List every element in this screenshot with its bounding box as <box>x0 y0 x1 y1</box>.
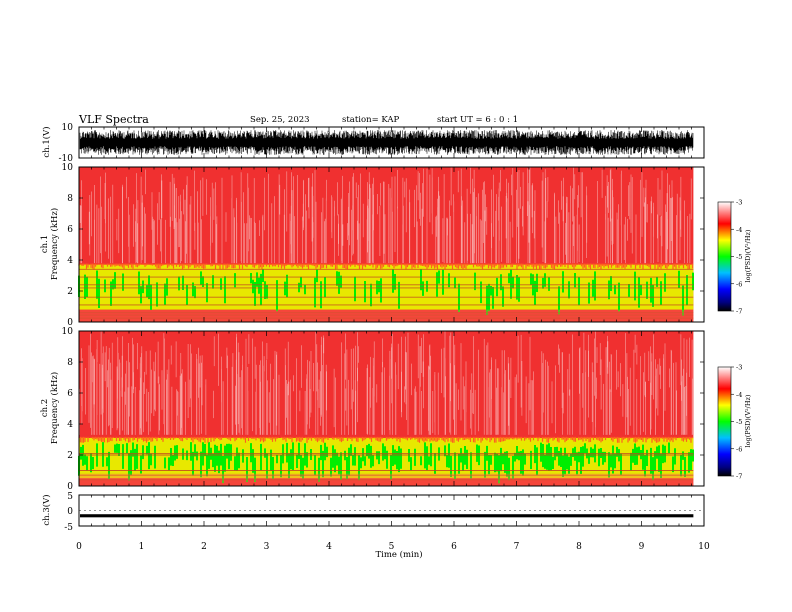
colorbar-tick-label: -3 <box>736 364 742 372</box>
colorbar-tick-label: -5 <box>736 253 742 261</box>
frequency-tick-label: 6 <box>67 389 73 399</box>
time-tick-label: 3 <box>264 542 270 552</box>
ch3-waveform-ticks <box>78 495 705 526</box>
frequency-tick-label: 0 <box>67 482 73 492</box>
frequency-tick-label: 10 <box>62 163 74 173</box>
time-axis-label: Time (min) <box>375 549 422 560</box>
ch2-colorbar-label: log(PSD)(V²/Hz) <box>744 394 752 447</box>
colorbar-tick-label: -4 <box>736 391 742 399</box>
ch1-waveform-line <box>79 130 694 155</box>
colorbar-tick-label: -3 <box>736 199 742 207</box>
frequency-tick-label: 4 <box>67 256 73 266</box>
spectrogram-active-band <box>79 264 694 310</box>
colorbar-tick-label: -5 <box>736 418 742 426</box>
ch2-spectrogram-image <box>78 331 694 486</box>
ch1-spectrogram-yticklabels: 0 2 4 6 8 10 <box>62 163 704 328</box>
spectrogram-low-strip <box>79 473 694 486</box>
ch1-spectrogram-ticks <box>78 167 705 322</box>
time-tick-label: 7 <box>514 542 520 552</box>
spectrogram-low-strip <box>79 309 694 322</box>
ch3-waveform-ylabel: ch.3(V) <box>41 494 52 525</box>
frequency-tick-label: 2 <box>67 451 73 461</box>
ch1-ytick-bottom: -10 <box>59 154 74 164</box>
colorbar-tick-label: -6 <box>736 445 742 453</box>
frequency-tick-label: 8 <box>67 194 73 204</box>
colorbar-tick-label: -4 <box>736 226 742 234</box>
ch2-spectrogram-ylabel-channel: ch.2 <box>40 399 50 417</box>
time-tick-label: 9 <box>639 542 645 552</box>
ch1-spectrogram-panel: 0 2 4 6 8 10 ch.1 Frequency (kHz) <box>40 163 705 328</box>
frequency-tick-label: 0 <box>67 318 73 328</box>
ch2-spectrogram-ticks <box>78 331 705 486</box>
colorbar-tick-label: -7 <box>736 308 742 316</box>
time-tick-label: 2 <box>201 542 207 552</box>
ch3-waveform-panel: 5 0 -5 ch.3(V) <box>41 492 705 533</box>
ch2-colorbar-ticks: -3 -4 -5 -6 -7 <box>731 364 742 481</box>
time-tick-label: 1 <box>139 542 145 552</box>
time-tick-label: 4 <box>326 542 332 552</box>
time-tick-label: 0 <box>76 542 82 552</box>
ch2-colorbar: -3 -4 -5 -6 -7 log(PSD)(V²/Hz) <box>717 364 752 481</box>
station-label: station= KAP <box>342 115 400 125</box>
date-label: Sep. 25, 2023 <box>250 115 310 125</box>
ch1-colorbar: -3 -4 -5 -6 -7 log(PSD)(V²/Hz) <box>717 199 752 316</box>
ch1-spectrogram-image <box>78 167 694 322</box>
ch1-spectrogram-ylabel-channel: ch.1 <box>40 235 50 253</box>
ch3-waveform-band <box>80 514 694 518</box>
ch2-spectrogram-panel: 0 2 4 6 8 10 ch.2 Frequency (kHz) <box>40 327 705 492</box>
ch3-ytick-middle: 0 <box>67 507 73 517</box>
ch3-ytick-top: 5 <box>67 492 73 502</box>
frequency-tick-label: 4 <box>67 420 73 430</box>
frequency-tick-label: 2 <box>67 287 73 297</box>
figure-title: VLF Spectra <box>78 113 149 126</box>
ch1-waveform-panel: 10 -10 ch.1(V) <box>41 123 705 164</box>
time-axis-ticklabels: 0 1 2 3 4 5 6 7 8 9 10 <box>76 542 710 552</box>
ch1-waveform-ticks <box>78 127 705 158</box>
ch2-colorbar-scale <box>717 366 732 477</box>
time-tick-label: 5 <box>389 542 395 552</box>
ch1-colorbar-scale <box>717 201 732 312</box>
time-tick-label: 6 <box>451 542 457 552</box>
frequency-tick-label: 10 <box>62 327 74 337</box>
frequency-tick-label: 8 <box>67 358 73 368</box>
ch1-waveform-trace <box>79 130 694 155</box>
time-tick-label: 8 <box>576 542 582 552</box>
frequency-tick-label: 6 <box>67 225 73 235</box>
spectrogram-speckle <box>79 167 692 264</box>
ch1-spectrogram-ylabel-frequency: Frequency (kHz) <box>49 208 60 280</box>
ch2-spectrogram-yticklabels: 0 2 4 6 8 10 <box>62 327 704 492</box>
colorbar-tick-label: -6 <box>736 280 742 288</box>
spectrogram-speckle <box>79 331 693 435</box>
time-tick-label: 10 <box>698 542 710 552</box>
ch1-ytick-top: 10 <box>62 123 74 133</box>
ch1-colorbar-ticks: -3 -4 -5 -6 -7 <box>731 199 742 316</box>
ch3-waveform-trace <box>79 510 704 518</box>
ch3-ytick-bottom: -5 <box>64 523 73 533</box>
ch1-colorbar-label: log(PSD)(V²/Hz) <box>744 229 752 282</box>
ch1-waveform-ylabel: ch.1(V) <box>41 126 52 157</box>
ch2-spectrogram-ylabel-frequency: Frequency (kHz) <box>49 372 60 444</box>
colorbar-tick-label: -7 <box>736 473 742 481</box>
start-time-label: start UT = 6 : 0 : 1 <box>437 115 518 125</box>
